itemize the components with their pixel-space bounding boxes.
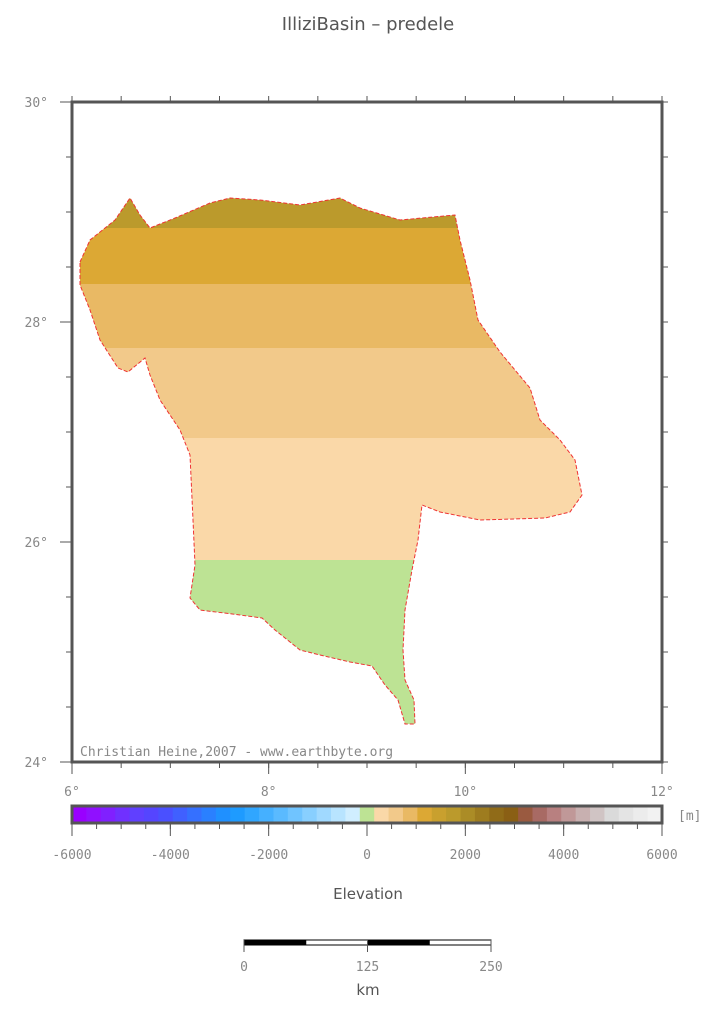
- colorbar-cell: [489, 806, 505, 823]
- colorbar-cell: [331, 806, 346, 823]
- credit: Christian Heine,2007 - www.earthbyte.org: [80, 745, 393, 760]
- colorbar-cell: [172, 806, 188, 823]
- scale-unit: km: [356, 981, 379, 999]
- lon-label: 8°: [261, 785, 277, 800]
- scale-tick-label: 250: [479, 960, 502, 975]
- colorbar-cell: [474, 806, 490, 823]
- lat-label: 24°: [25, 756, 48, 771]
- scale-segment: [305, 939, 368, 946]
- colorbar-tick-label: -4000: [151, 848, 190, 863]
- colorbar-cell: [187, 806, 203, 823]
- scale-tick-label: 0: [240, 960, 248, 975]
- colorbar-tick-label: -2000: [249, 848, 288, 863]
- colorbar-cell: [575, 806, 591, 823]
- colorbar: [72, 806, 663, 823]
- colorbar-cell: [273, 806, 289, 823]
- colorbar-cell: [316, 806, 332, 823]
- colorbar-cell: [230, 806, 246, 823]
- lat-label: 30°: [25, 96, 48, 111]
- colorbar-cell: [446, 806, 462, 823]
- colorbar-cell: [100, 806, 116, 823]
- colorbar-cell: [561, 806, 577, 823]
- colorbar-tick-label: 2000: [450, 848, 481, 863]
- colorbar-cell: [143, 806, 159, 823]
- colorbar-cell: [647, 806, 663, 823]
- colorbar-tick-label: 0: [363, 848, 371, 863]
- lon-label: 6°: [64, 785, 80, 800]
- colorbar-cell: [532, 806, 548, 823]
- colorbar-cell: [402, 806, 418, 823]
- colorbar-cell: [287, 806, 303, 823]
- colorbar-cell: [374, 806, 390, 823]
- colorbar-cell: [72, 806, 87, 823]
- colorbar-cell: [618, 806, 634, 823]
- colorbar-cell: [633, 806, 649, 823]
- lat-label: 28°: [25, 316, 48, 331]
- elevation-region: [80, 198, 582, 724]
- colorbar-label: Elevation: [333, 885, 403, 903]
- colorbar-cell: [215, 806, 231, 823]
- colorbar-cell: [86, 806, 102, 823]
- scale-tick-label: 125: [356, 960, 379, 975]
- colorbar-tick-label: 6000: [646, 848, 677, 863]
- map-title: IlliziBasin – predele: [282, 14, 454, 35]
- colorbar-cell: [518, 806, 533, 823]
- colorbar-cell: [604, 806, 620, 823]
- colorbar-cell: [244, 806, 260, 823]
- colorbar-cell: [302, 806, 318, 823]
- colorbar-cell: [590, 806, 605, 823]
- scale-segment: [243, 939, 307, 946]
- region-outline: [79, 197, 583, 725]
- scale-segment: [367, 939, 430, 946]
- colorbar-cell: [388, 806, 404, 823]
- colorbar-unit: [m]: [678, 809, 701, 824]
- colorbar-cell: [359, 806, 375, 823]
- lon-label: 10°: [454, 785, 477, 800]
- colorbar-tick-label: 4000: [548, 848, 579, 863]
- scale-segment: [428, 939, 492, 946]
- colorbar-cell: [115, 806, 131, 823]
- colorbar-cell: [129, 806, 145, 823]
- colorbar-cell: [431, 806, 447, 823]
- lat-label: 26°: [25, 536, 48, 551]
- colorbar-cell: [546, 806, 562, 823]
- colorbar-cell: [417, 806, 433, 823]
- lon-label: 12°: [650, 785, 673, 800]
- colorbar-cell: [201, 806, 217, 823]
- colorbar-cell: [158, 806, 174, 823]
- colorbar-tick-label: -6000: [52, 848, 91, 863]
- colorbar-cell: [345, 806, 361, 823]
- colorbar-cell: [259, 806, 274, 823]
- colorbar-cell: [460, 806, 476, 823]
- colorbar-cell: [503, 806, 519, 823]
